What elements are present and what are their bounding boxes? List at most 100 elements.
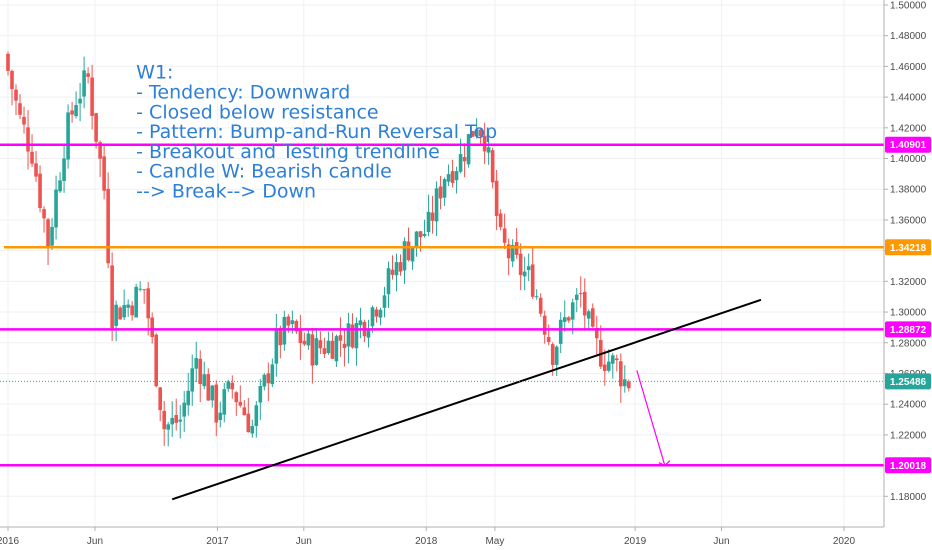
candle-body — [250, 425, 255, 434]
candle-body — [274, 328, 279, 364]
trendline — [171, 298, 762, 501]
horizontal-levels — [0, 143, 884, 467]
x-tick-label: Jun — [87, 536, 103, 547]
candle-body — [74, 105, 78, 117]
candle-body — [394, 262, 399, 276]
candle-body — [230, 382, 235, 390]
y-tick-label: 1.30000 — [890, 308, 927, 319]
candle-body — [322, 348, 327, 355]
candle-body — [138, 288, 142, 290]
candle-body — [446, 174, 451, 182]
candle-body — [254, 405, 259, 427]
candle-body — [494, 180, 499, 216]
candle-body — [526, 266, 531, 271]
candle-body — [434, 188, 439, 222]
candle-body — [234, 392, 239, 403]
candle-body — [530, 264, 535, 297]
candle-body — [450, 171, 455, 183]
candle-body — [402, 241, 407, 271]
candle-body — [150, 317, 154, 337]
projection-arrow-shaft — [636, 370, 666, 466]
y-tick-label: 1.50000 — [890, 1, 927, 12]
candle-body — [462, 157, 467, 162]
candle-body — [98, 142, 102, 159]
candle-body — [166, 424, 171, 430]
y-tick-label: 1.32000 — [890, 277, 927, 288]
candle-body — [246, 413, 251, 433]
candle-body — [62, 158, 66, 181]
candle-body — [330, 340, 335, 359]
y-tick-label: 1.44000 — [890, 93, 927, 104]
candle-body — [18, 103, 22, 115]
candle-body — [34, 163, 38, 177]
candle-body — [170, 417, 175, 425]
candle-body — [82, 70, 86, 97]
candle-body — [178, 419, 183, 422]
candle-body — [42, 209, 46, 219]
candle-body — [106, 188, 110, 264]
candle-body — [534, 296, 539, 298]
candle-body — [506, 244, 511, 259]
candle-body — [470, 131, 475, 137]
candle-body — [194, 358, 199, 369]
candle-body — [498, 213, 503, 228]
candle-body — [286, 316, 291, 326]
candle-body — [306, 333, 311, 346]
candle-body — [78, 98, 82, 104]
candle-body — [546, 337, 551, 343]
candle-body — [366, 328, 371, 338]
candle-body — [590, 308, 595, 327]
candle-body — [342, 343, 347, 349]
candle-body — [574, 294, 579, 301]
y-tick-label: 1.28000 — [890, 338, 927, 349]
y-tick-label: 1.40000 — [890, 154, 927, 165]
candle-body — [314, 338, 319, 365]
candle-body — [198, 358, 203, 385]
candle-body — [226, 381, 231, 389]
candle-body — [50, 226, 54, 246]
candle-body — [326, 340, 331, 354]
candle-body — [102, 156, 106, 191]
candle-body — [478, 129, 483, 137]
candle-body — [542, 315, 547, 335]
level-badge-label: 1.40901 — [890, 140, 927, 151]
projection-arrow-head — [658, 460, 671, 467]
y-tick-label: 1.42000 — [890, 123, 927, 134]
x-tick-label: May — [485, 536, 504, 547]
candle-body — [410, 246, 415, 262]
candle-body — [622, 379, 627, 387]
candle-body — [334, 336, 339, 362]
candle-body — [158, 387, 162, 411]
candle-body — [214, 384, 219, 423]
candle-body — [294, 320, 299, 332]
candle-body — [354, 323, 359, 349]
candle-body — [358, 320, 363, 326]
level-badge-label: 1.34218 — [890, 243, 927, 254]
candle-body — [502, 228, 507, 243]
candle-body — [582, 291, 587, 316]
candle-body — [538, 297, 543, 314]
candle-body — [386, 268, 391, 295]
time-axis: 2016 Jun 2017 Jun 2018 May 2019 Jun 2020 — [0, 526, 884, 547]
candle-body — [554, 346, 559, 365]
candle-body — [122, 305, 126, 318]
candle-body — [90, 77, 94, 116]
y-tick-label: 1.46000 — [890, 62, 927, 73]
candle-body — [454, 171, 459, 181]
x-tick-label: 2017 — [206, 536, 229, 547]
x-tick-label: Jun — [713, 536, 729, 547]
y-tick-label: 1.48000 — [890, 31, 927, 42]
candle-body — [627, 381, 631, 389]
candle-body — [114, 304, 118, 326]
candle-body — [222, 389, 227, 415]
candle-body — [414, 231, 419, 248]
candle-body — [70, 110, 74, 115]
candle-body — [190, 368, 195, 392]
candle-body — [242, 407, 247, 416]
candle-body — [618, 361, 623, 387]
candle-body — [14, 89, 18, 101]
price-badges: 1.40901 1.34218 1.28872 1.20018 1.25486 — [885, 136, 931, 474]
candle-body — [126, 304, 130, 308]
annotation-line: - Closed below resistance — [136, 101, 378, 123]
candle-body — [318, 340, 323, 349]
